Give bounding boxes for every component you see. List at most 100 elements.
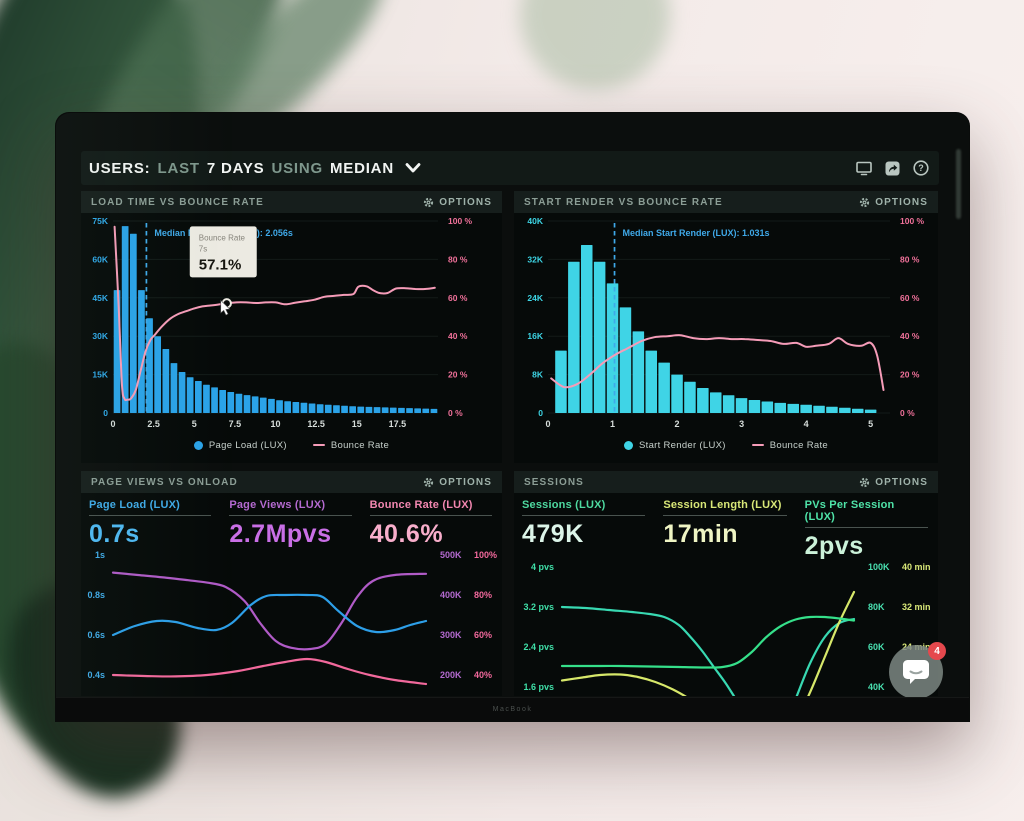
svg-text:24K: 24K — [527, 293, 543, 303]
svg-text:10: 10 — [270, 419, 280, 429]
options-button-load-time[interactable]: OPTIONS — [423, 197, 492, 208]
options-button-page-views[interactable]: OPTIONS — [423, 477, 492, 488]
display-icon[interactable] — [856, 161, 872, 176]
metric-page-views: Page Views (LUX) 2.7Mpvs — [229, 499, 352, 547]
svg-text:45K: 45K — [92, 293, 108, 303]
load-time-legend: Page Load (LUX) Bounce Rate — [81, 433, 502, 457]
panel-sessions-header: SESSIONS OPTIONS — [514, 471, 938, 493]
gear-icon — [424, 477, 434, 487]
svg-text:7s: 7s — [199, 244, 207, 253]
svg-text:3: 3 — [739, 419, 744, 429]
options-button-sessions[interactable]: OPTIONS — [859, 477, 928, 488]
svg-text:100%: 100% — [474, 550, 497, 560]
svg-text:20 %: 20 % — [448, 370, 468, 380]
svg-text:7.5: 7.5 — [229, 419, 242, 429]
svg-text:0: 0 — [110, 419, 115, 429]
panel-start-render: START RENDER VS BOUNCE RATE OPTIONS 40K 3… — [514, 191, 938, 463]
metric-underline — [663, 515, 787, 516]
laptop-brand-label: MacBook — [492, 706, 533, 713]
svg-text:1.6 pvs: 1.6 pvs — [523, 682, 554, 692]
svg-text:32 min: 32 min — [902, 602, 931, 612]
svg-text:40%: 40% — [474, 670, 492, 680]
chevron-down-icon — [405, 163, 421, 173]
metric-underline — [229, 515, 352, 516]
panel-start-render-header: START RENDER VS BOUNCE RATE OPTIONS — [514, 191, 938, 213]
svg-text:80 %: 80 % — [900, 254, 920, 264]
svg-text:100 %: 100 % — [900, 216, 925, 226]
metric-underline — [369, 515, 492, 516]
svg-text:15: 15 — [352, 419, 362, 429]
svg-text:0: 0 — [538, 408, 543, 418]
svg-text:57.1%: 57.1% — [199, 256, 242, 273]
panel-grid: LOAD TIME VS BOUNCE RATE OPTIONS 75K 60K 4… — [81, 191, 939, 696]
metric-selector-dropdown[interactable]: USERS: LAST 7 DAYS USING MEDIAN — [89, 160, 421, 177]
svg-text:2.4 pvs: 2.4 pvs — [523, 642, 554, 652]
sessions-chart[interactable]: 4 pvs 3.2 pvs 2.4 pvs 1.6 pvs 100K 80K 60K 40K 4… — [514, 559, 938, 696]
svg-text:15K: 15K — [92, 370, 108, 380]
start-render-dot-icon — [624, 440, 634, 450]
metric-underline — [522, 515, 646, 516]
svg-text:0: 0 — [545, 419, 550, 429]
title-users: USERS: — [89, 159, 151, 177]
bounce-rate-line-icon — [312, 443, 325, 447]
svg-text:400K: 400K — [440, 590, 462, 600]
gear-icon — [860, 477, 870, 487]
start-render-legend: Start Render (LUX) Bounce Rate — [514, 433, 938, 457]
svg-text:40K: 40K — [868, 682, 885, 692]
page-views-metrics: Page Load (LUX) 0.7s Page Views (LUX) 2.… — [81, 493, 502, 547]
svg-text:Bounce Rate: Bounce Rate — [199, 233, 246, 242]
svg-text:60 %: 60 % — [448, 293, 468, 303]
chat-bubble-icon — [903, 660, 929, 684]
share-icon[interactable] — [885, 161, 900, 176]
metric-underline — [89, 515, 212, 516]
gear-icon — [424, 197, 434, 207]
svg-text:100K: 100K — [868, 562, 890, 572]
svg-text:?: ? — [918, 163, 924, 173]
svg-text:80K: 80K — [868, 602, 885, 612]
screen-reflection — [956, 149, 961, 219]
start-render-chart[interactable]: 40K 32K 24K 16K 8K 0 100 % 80 % 60 % 40 % 20 % 0 % 0… — [514, 213, 938, 433]
svg-text:4: 4 — [804, 419, 809, 429]
svg-text:80%: 80% — [474, 590, 492, 600]
metric-underline — [804, 527, 928, 528]
svg-text:2: 2 — [675, 419, 680, 429]
panel-title: PAGE VIEWS VS ONLOAD — [91, 476, 238, 488]
help-icon[interactable]: ? — [913, 160, 929, 176]
panel-title: SESSIONS — [524, 476, 584, 488]
svg-text:0.6s: 0.6s — [87, 630, 105, 640]
svg-text:75K: 75K — [92, 216, 108, 226]
svg-text:3.2 pvs: 3.2 pvs — [523, 602, 554, 612]
svg-text:17.5: 17.5 — [389, 419, 407, 429]
svg-text:2.5: 2.5 — [147, 419, 160, 429]
svg-text:40 %: 40 % — [448, 331, 468, 341]
laptop-screen: USERS: LAST 7 DAYS USING MEDIAN — [55, 112, 970, 722]
load-time-chart[interactable]: 75K 60K 45K 30K 15K 0 100 % 80 % 60 % 40 % 20 % 0 %… — [81, 213, 502, 433]
svg-text:20 %: 20 % — [900, 370, 920, 380]
laptop-bezel: MacBook — [56, 697, 969, 721]
svg-text:5: 5 — [868, 419, 873, 429]
svg-text:30K: 30K — [92, 331, 108, 341]
svg-text:60%: 60% — [474, 630, 492, 640]
gear-icon — [860, 197, 870, 207]
page-views-onload-chart[interactable]: 1s 0.8s 0.6s 0.4s 500K 400K 300K 200K 100% 80% 60%… — [81, 547, 502, 696]
panel-page-views: PAGE VIEWS VS ONLOAD OPTIONS Page Load (… — [81, 471, 502, 696]
svg-text:500K: 500K — [440, 550, 462, 560]
chat-launcher[interactable]: 4 — [889, 642, 946, 699]
metric-session-length: Session Length (LUX) 17min — [663, 499, 787, 559]
panel-title: START RENDER VS BOUNCE RATE — [524, 196, 723, 208]
page-load-dot-icon — [193, 440, 203, 450]
svg-text:60K: 60K — [92, 254, 108, 264]
svg-text:4 pvs: 4 pvs — [531, 562, 554, 572]
panel-load-time-header: LOAD TIME VS BOUNCE RATE OPTIONS — [81, 191, 502, 213]
metric-sessions: Sessions (LUX) 479K — [522, 499, 646, 559]
options-button-start-render[interactable]: OPTIONS — [859, 197, 928, 208]
svg-text:100 %: 100 % — [448, 216, 473, 226]
title-range: 7 DAYS — [206, 159, 265, 177]
title-median: MEDIAN — [329, 159, 394, 177]
svg-text:300K: 300K — [440, 630, 462, 640]
svg-text:40 min: 40 min — [902, 562, 931, 572]
svg-text:0.8s: 0.8s — [87, 590, 105, 600]
svg-text:40 %: 40 % — [900, 331, 920, 341]
svg-text:0 %: 0 % — [448, 408, 463, 418]
metric-bounce-rate: Bounce Rate (LUX) 40.6% — [369, 499, 492, 547]
